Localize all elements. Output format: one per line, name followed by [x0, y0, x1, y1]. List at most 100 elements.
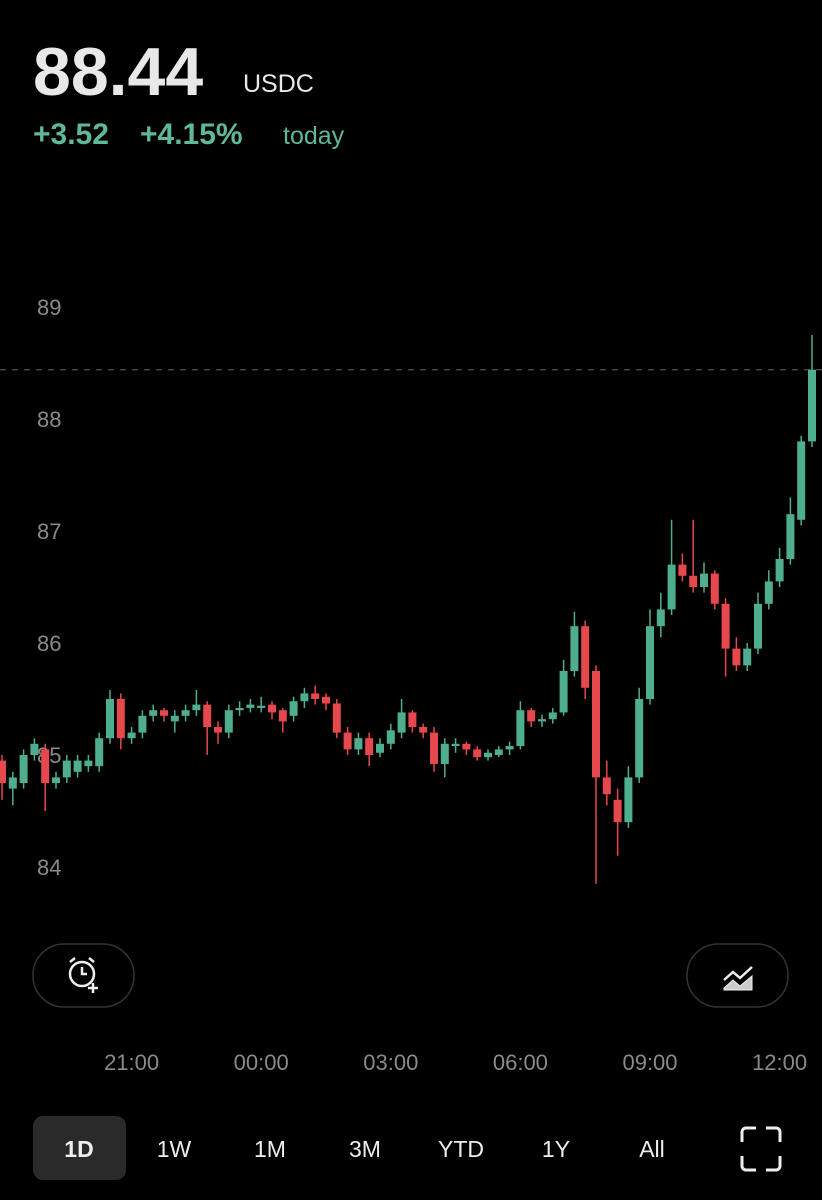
alarm-icon [68, 957, 98, 993]
y-tick-label: 88 [37, 407, 61, 432]
x-tick-label: 03:00 [363, 1050, 418, 1075]
candle-body [116, 699, 125, 739]
candle-body [138, 715, 147, 733]
candle-body [354, 738, 363, 750]
plot: 84 85 86 87 88 89 [0, 295, 822, 884]
y-tick-label: 85 [37, 743, 61, 768]
candle-body [667, 564, 676, 610]
candle-body [62, 760, 71, 778]
y-tick-label: 84 [37, 855, 61, 880]
candle-body [181, 710, 190, 716]
x-tick-label: 12:00 [752, 1050, 807, 1075]
y-tick-label: 87 [37, 519, 61, 544]
x-tick-label: 00:00 [234, 1050, 289, 1075]
candle-body [754, 603, 762, 649]
candle-body [473, 749, 482, 758]
candle-body [192, 704, 201, 711]
candle-body [311, 693, 320, 699]
candle-body [484, 752, 492, 758]
candle-body [332, 703, 341, 733]
candle-body [559, 671, 568, 713]
candle-body [106, 699, 114, 739]
candle-body [376, 743, 384, 753]
candle-body [73, 760, 82, 772]
candle-body [52, 777, 60, 783]
candle-body [797, 441, 806, 520]
range-tab[interactable]: 1M [254, 1136, 286, 1162]
candle-body [624, 777, 633, 823]
candle-body [214, 727, 222, 733]
candle-body [160, 710, 168, 716]
fullscreen-button[interactable] [740, 1126, 782, 1172]
candle-body [570, 626, 579, 671]
candle-body [516, 710, 525, 747]
candle-body [494, 749, 503, 755]
period: today [283, 122, 345, 150]
range-tab[interactable]: YTD [438, 1136, 484, 1162]
alert-button[interactable] [32, 943, 135, 1008]
selected-tab-bg [33, 1116, 126, 1180]
candle-body [602, 777, 611, 795]
candle-body [408, 712, 417, 727]
candle-body [462, 743, 471, 750]
range-tab[interactable]: 1Y [542, 1136, 570, 1162]
candle-body [149, 710, 158, 716]
candle-body [224, 710, 233, 733]
candle-body [203, 704, 212, 727]
candle-body [635, 699, 644, 778]
y-tick-label: 86 [37, 631, 61, 656]
candle-body [278, 710, 287, 722]
chart-style-icon [723, 966, 753, 991]
range-tab[interactable]: 1D [64, 1136, 93, 1162]
candle-body [430, 732, 438, 764]
candle-body [775, 559, 784, 582]
change-percent: +4.15% [140, 118, 243, 151]
candle-body [527, 710, 536, 722]
candle-body [613, 799, 622, 823]
candle-body [505, 746, 514, 750]
x-tick-label: 21:00 [104, 1050, 159, 1075]
candle-body [95, 738, 104, 767]
candle-body [743, 648, 752, 666]
candle-body [592, 671, 600, 778]
candle-body [581, 626, 590, 688]
candle-body [786, 514, 795, 559]
candle-body [548, 712, 557, 720]
candle-body [257, 705, 266, 708]
candle-body [689, 575, 698, 587]
candle-body [721, 603, 730, 649]
candle-body [732, 648, 741, 666]
candle-body [8, 777, 17, 789]
candle-body [440, 743, 449, 764]
price: 88.44 [33, 34, 203, 110]
candle-body [0, 760, 6, 783]
candle-body [656, 609, 665, 627]
candle-body [19, 755, 28, 783]
x-tick-label: 09:00 [622, 1050, 677, 1075]
range-tab[interactable]: 3M [349, 1136, 381, 1162]
candle-body [235, 707, 244, 711]
candle-body [419, 727, 428, 733]
candle-body [365, 738, 374, 755]
candle-body [289, 701, 298, 716]
candle-body [538, 719, 546, 722]
candle-body [268, 704, 276, 713]
candle-body [246, 704, 255, 708]
candle-body [127, 732, 136, 739]
range-tab[interactable]: 1W [157, 1136, 192, 1162]
candle-body [343, 732, 352, 750]
candle-body [700, 573, 708, 587]
candle-body [170, 715, 179, 722]
currency: USDC [243, 70, 314, 98]
candle-body [386, 730, 395, 744]
range-tab[interactable]: All [639, 1136, 665, 1162]
candle-body [451, 743, 460, 747]
candle-body [30, 743, 39, 755]
candle-body [808, 369, 816, 442]
range-tabs: 1D 1W 1M 3M YTD 1Y All [64, 1136, 664, 1162]
candle-body [84, 760, 93, 767]
candle-body [397, 712, 406, 733]
